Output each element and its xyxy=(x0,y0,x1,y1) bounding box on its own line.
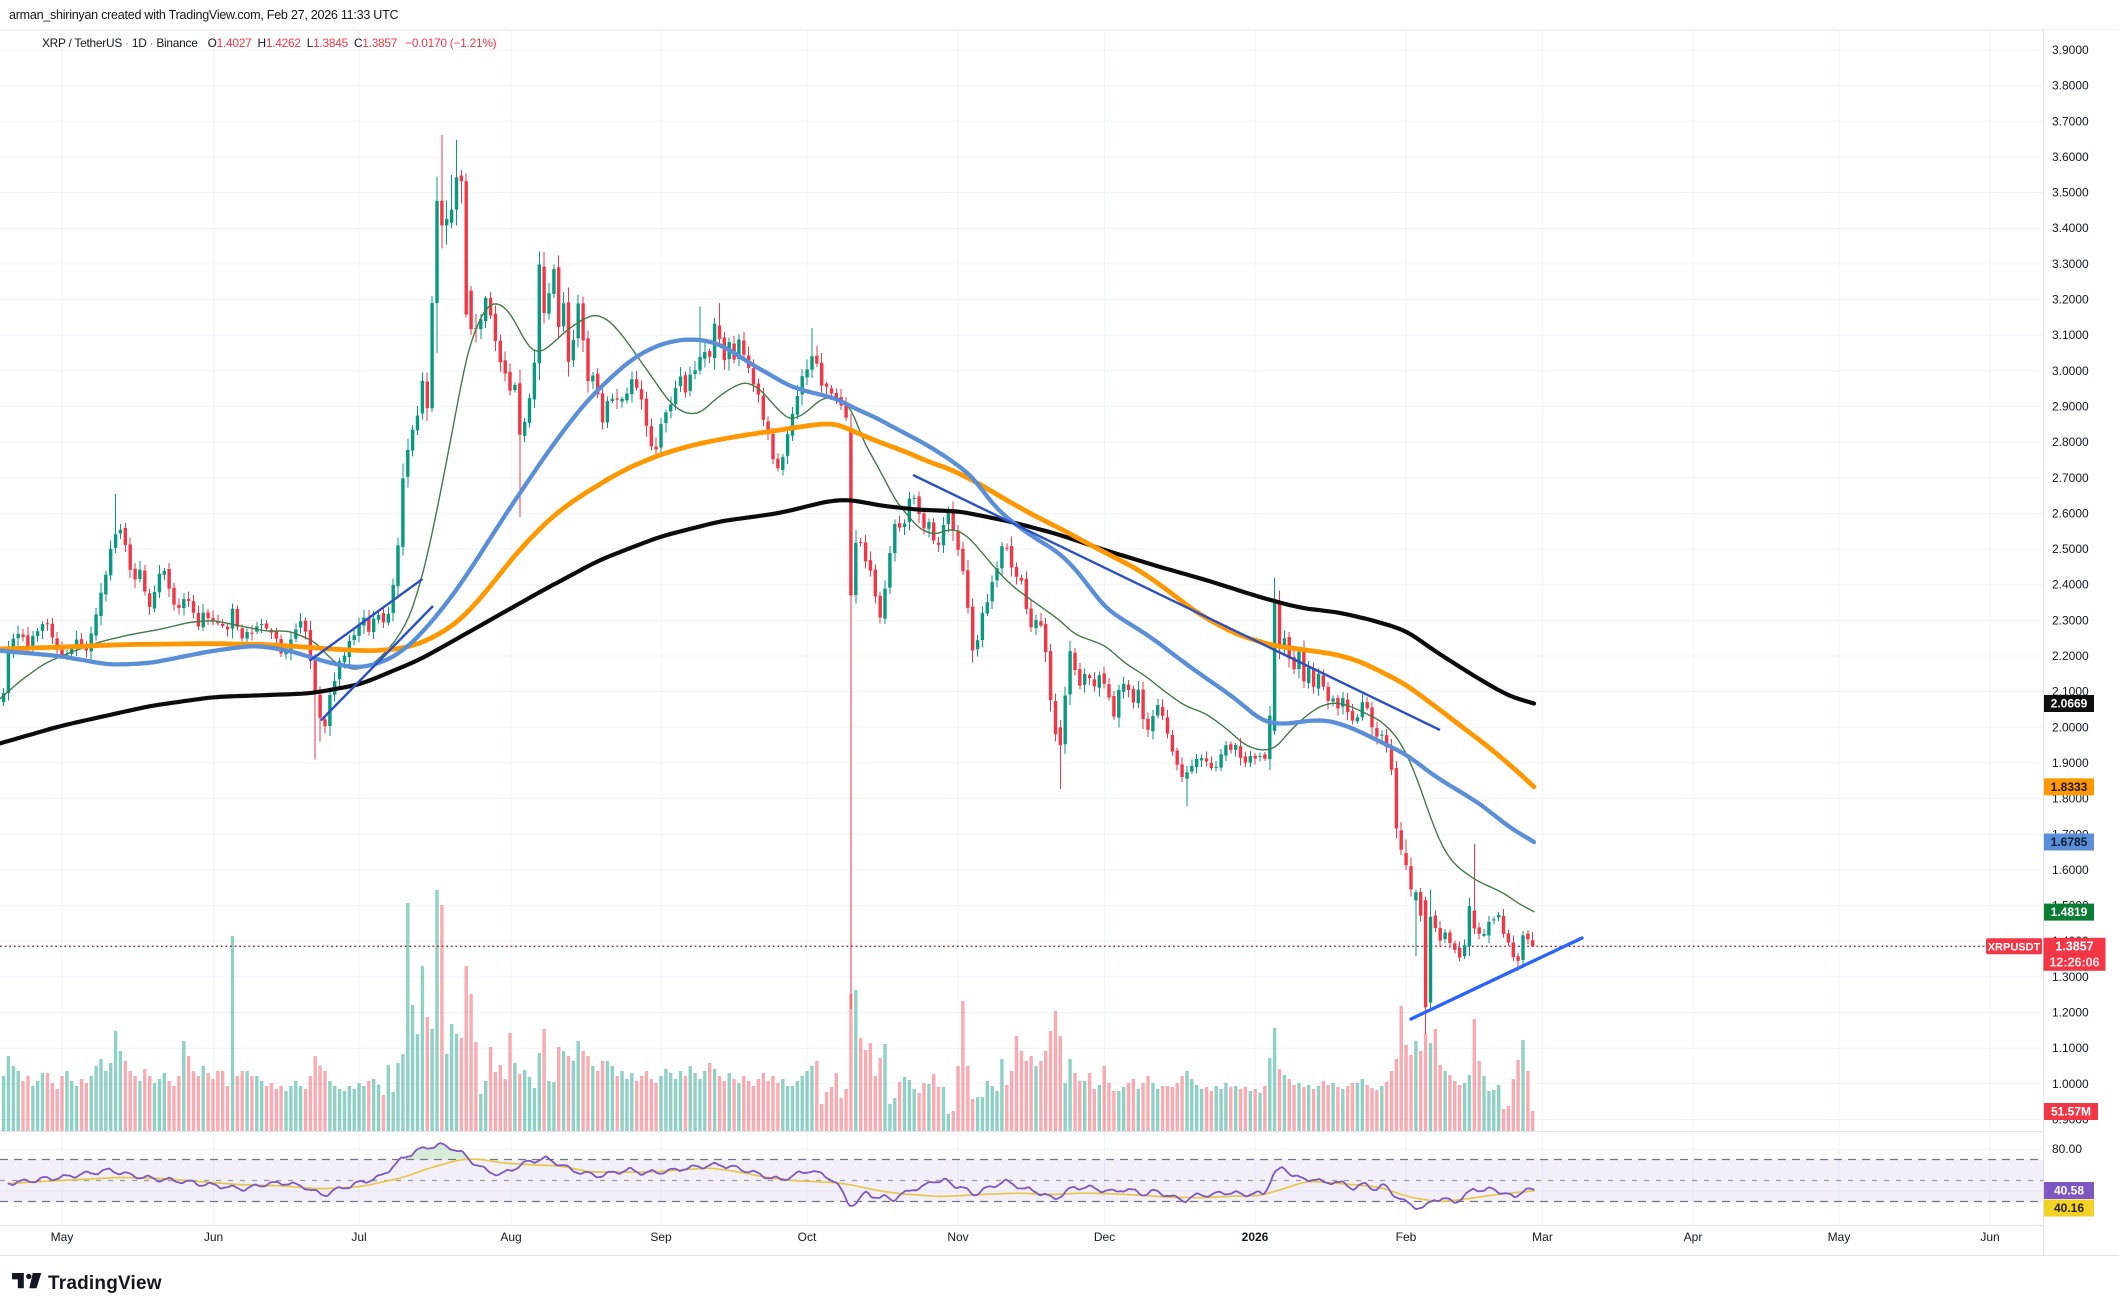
svg-text:Nov: Nov xyxy=(947,1230,968,1244)
svg-text:TradingView: TradingView xyxy=(48,1273,162,1294)
svg-text:1.8333: 1.8333 xyxy=(2051,780,2088,794)
svg-text:3.0000: 3.0000 xyxy=(2052,364,2089,378)
svg-text:2.9000: 2.9000 xyxy=(2052,400,2089,414)
svg-text:2.3000: 2.3000 xyxy=(2052,613,2089,627)
svg-text:2.0669: 2.0669 xyxy=(2051,697,2088,711)
svg-text:3.3000: 3.3000 xyxy=(2052,257,2089,271)
svg-text:12:26:06: 12:26:06 xyxy=(2049,955,2099,969)
svg-text:1.4819: 1.4819 xyxy=(2051,905,2088,919)
svg-text:80.00: 80.00 xyxy=(2052,1142,2082,1156)
svg-text:May: May xyxy=(51,1230,74,1244)
svg-text:3.5000: 3.5000 xyxy=(2052,186,2089,200)
svg-text:1.9000: 1.9000 xyxy=(2052,756,2089,770)
svg-text:3.6000: 3.6000 xyxy=(2052,150,2089,164)
svg-text:2.8000: 2.8000 xyxy=(2052,435,2089,449)
svg-text:2.0000: 2.0000 xyxy=(2052,720,2089,734)
svg-text:Oct: Oct xyxy=(798,1230,817,1244)
svg-text:Sep: Sep xyxy=(650,1230,672,1244)
svg-text:Apr: Apr xyxy=(1684,1230,1703,1244)
svg-text:1.6000: 1.6000 xyxy=(2052,863,2089,877)
svg-text:1.6785: 1.6785 xyxy=(2051,835,2088,849)
svg-text:arman_shirinyan created with T: arman_shirinyan created with TradingView… xyxy=(9,8,398,22)
svg-text:1.0000: 1.0000 xyxy=(2052,1077,2089,1091)
svg-text:1.1000: 1.1000 xyxy=(2052,1041,2089,1055)
svg-text:40.58: 40.58 xyxy=(2054,1184,2084,1198)
svg-text:51.57M: 51.57M xyxy=(2051,1105,2091,1119)
svg-text:3.4000: 3.4000 xyxy=(2052,221,2089,235)
svg-text:3.2000: 3.2000 xyxy=(2052,293,2089,307)
svg-text:40.16: 40.16 xyxy=(2054,1201,2084,1215)
svg-text:Feb: Feb xyxy=(1396,1230,1417,1244)
svg-text:3.1000: 3.1000 xyxy=(2052,328,2089,342)
svg-text:3.7000: 3.7000 xyxy=(2052,114,2089,128)
svg-text:Jun: Jun xyxy=(1980,1230,1999,1244)
svg-text:Jul: Jul xyxy=(351,1230,366,1244)
svg-text:2026: 2026 xyxy=(1242,1230,1269,1244)
svg-text:3.9000: 3.9000 xyxy=(2052,43,2089,57)
svg-text:1.3000: 1.3000 xyxy=(2052,970,2089,984)
svg-text:2.4000: 2.4000 xyxy=(2052,578,2089,592)
svg-text:Mar: Mar xyxy=(1532,1230,1553,1244)
svg-text:1.3857: 1.3857 xyxy=(2055,939,2093,953)
svg-text:2.5000: 2.5000 xyxy=(2052,542,2089,556)
svg-text:May: May xyxy=(1828,1230,1851,1244)
svg-text:Dec: Dec xyxy=(1094,1230,1115,1244)
svg-text:Aug: Aug xyxy=(500,1230,521,1244)
svg-text:2.7000: 2.7000 xyxy=(2052,471,2089,485)
svg-text:Jun: Jun xyxy=(204,1230,223,1244)
svg-text:3.8000: 3.8000 xyxy=(2052,79,2089,93)
svg-text:2.2000: 2.2000 xyxy=(2052,649,2089,663)
svg-text:1.2000: 1.2000 xyxy=(2052,1006,2089,1020)
svg-text:2.6000: 2.6000 xyxy=(2052,506,2089,520)
svg-text:XRPUSDT: XRPUSDT xyxy=(1988,941,2041,953)
